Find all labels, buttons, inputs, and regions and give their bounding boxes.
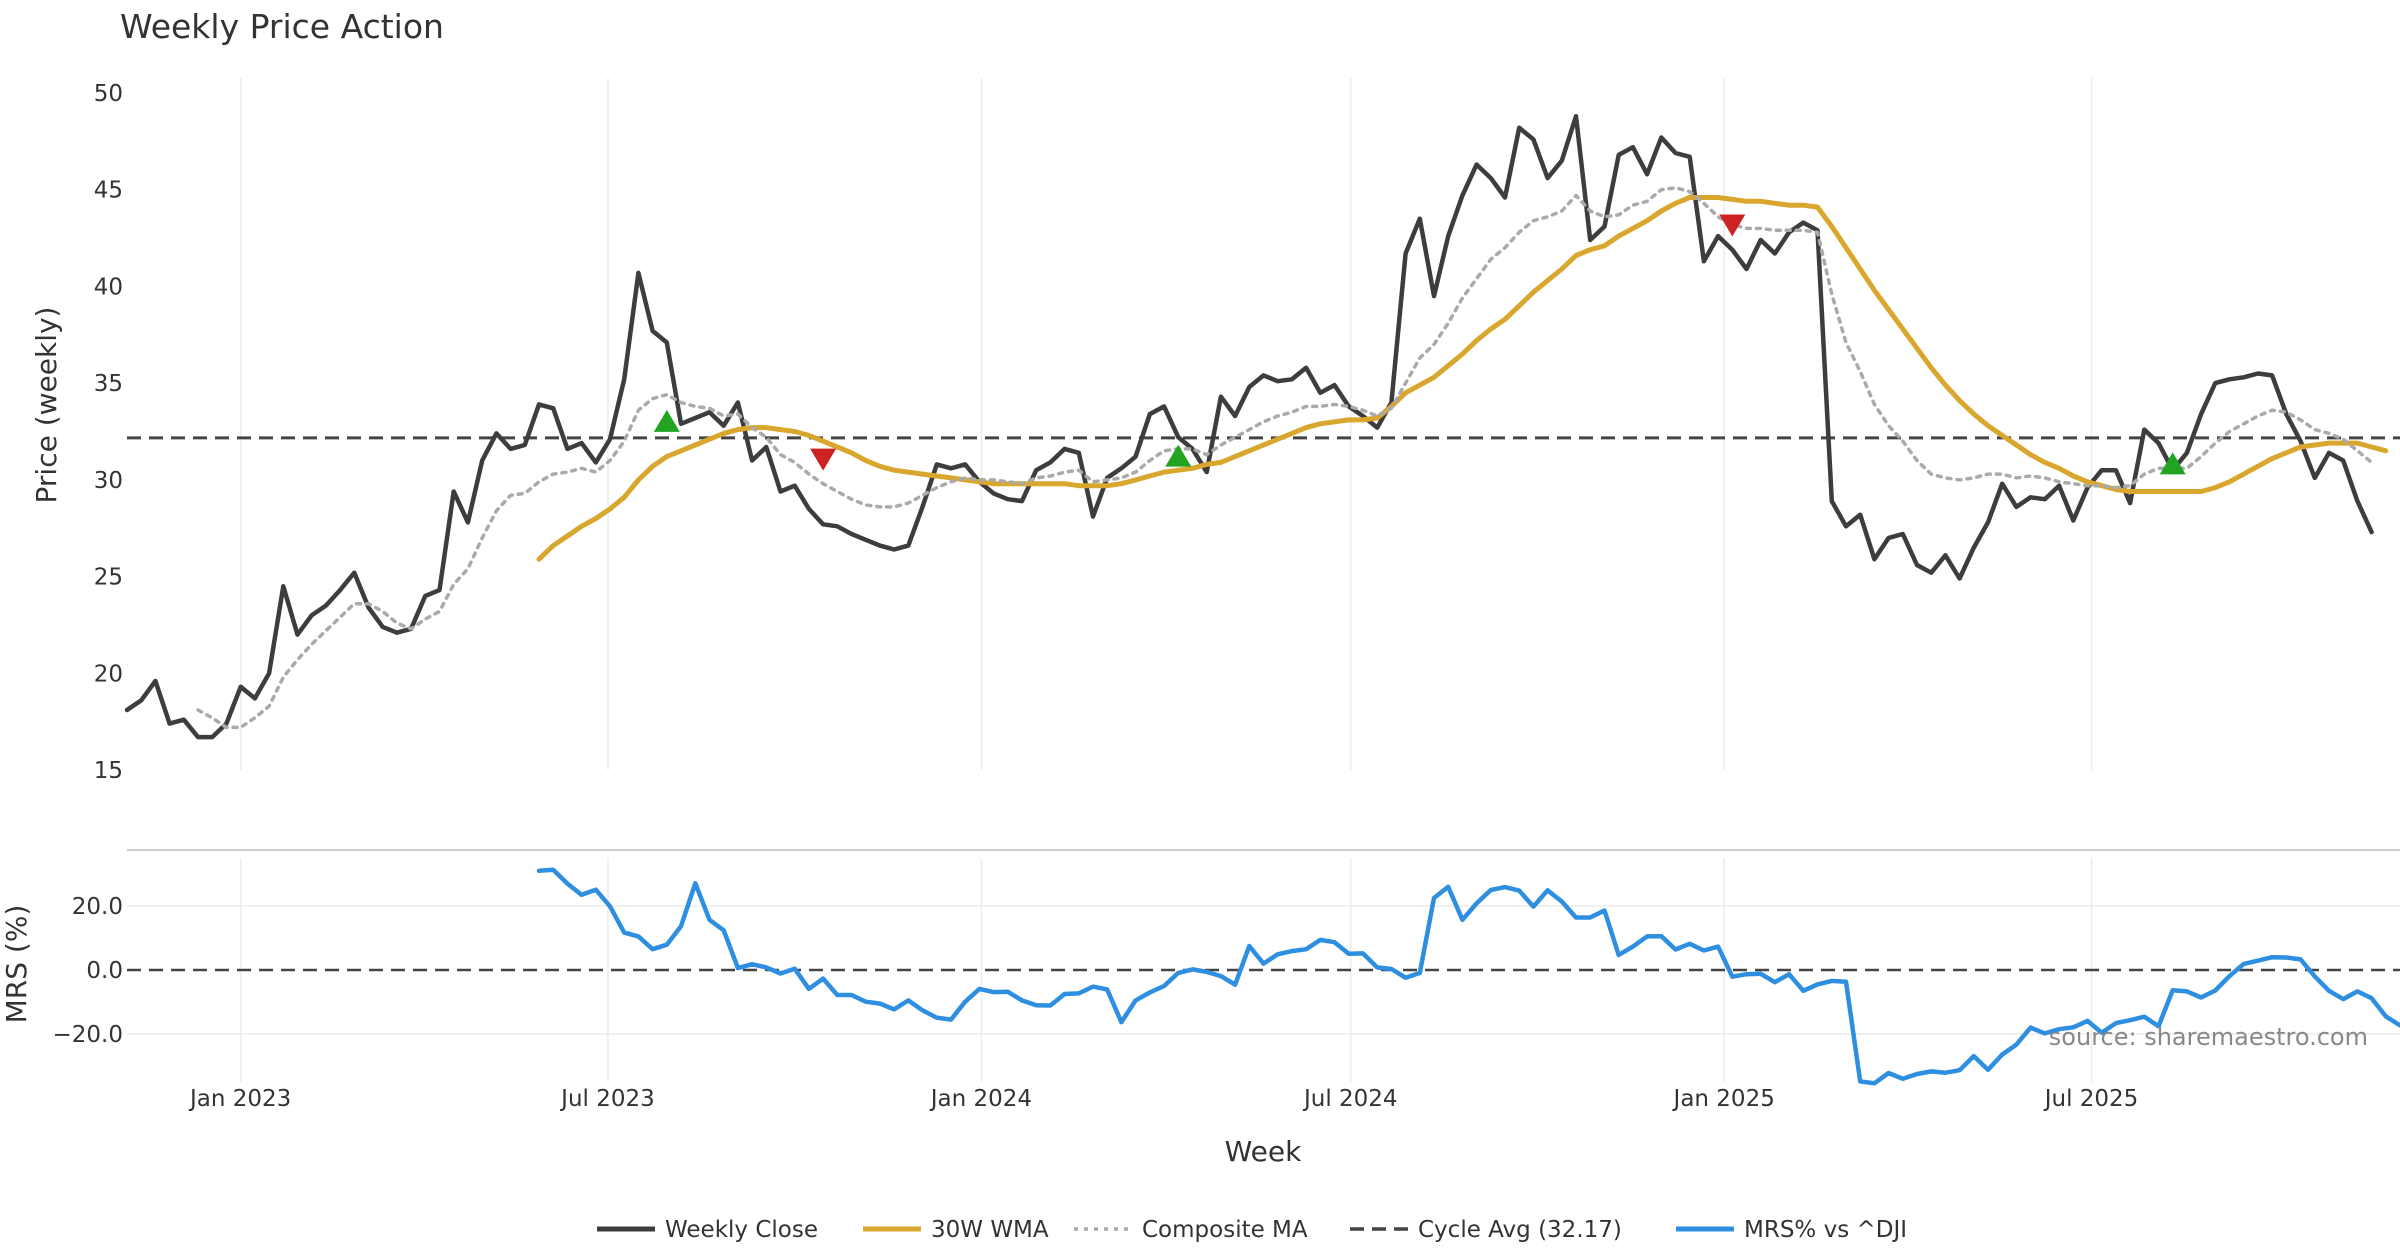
legend-label: Composite MA (1142, 1217, 1308, 1243)
buy-signal-marker (1165, 444, 1192, 467)
price-gridlines (239, 78, 2093, 770)
price-y-tick-label: 25 (94, 565, 123, 591)
price-y-ticks: 15 20 25 30 35 40 45 50 (94, 81, 123, 784)
sell-signal-marker (810, 448, 837, 471)
mrs-gridlines (127, 858, 2400, 1082)
mrs-y-ticks: 20.0 0.0 −20.0 (53, 894, 123, 1048)
source-note: source: sharemaestro.com (2049, 1023, 2368, 1051)
legend-label: Cycle Avg (32.17) (1418, 1217, 1622, 1243)
legend-label: Weekly Close (665, 1217, 818, 1243)
chart-title: Weekly Price Action (120, 7, 444, 46)
x-axis-label: Week (1225, 1135, 1302, 1168)
price-y-axis-label: Price (weekly) (30, 307, 63, 504)
price-series-group (124, 113, 2400, 740)
series-composite-ma (196, 186, 2374, 730)
legend: Weekly Close 30W WMA Composite MA Cycle Avg… (597, 1217, 1907, 1243)
x-ticks: Jan 2023 Jul 2023 Jan 2024 Jul 2024 Jan 2025… (188, 1086, 2138, 1112)
series-mrs-vs-dji (536, 867, 2400, 1086)
x-tick-label: Jul 2025 (2043, 1086, 2139, 1112)
price-y-tick-label: 40 (94, 274, 123, 300)
mrs-y-tick-label: 0.0 (86, 958, 123, 984)
x-tick-label: Jan 2024 (929, 1086, 1032, 1112)
legend-entry: Composite MA (1074, 1217, 1308, 1243)
legend-label: 30W WMA (931, 1217, 1049, 1243)
series-30w-wma (536, 195, 2389, 562)
legend-entry: Weekly Close (597, 1217, 818, 1243)
mrs-y-tick-label: −20.0 (53, 1022, 123, 1048)
price-y-tick-label: 50 (94, 81, 123, 107)
buy-signal-marker (2159, 452, 2186, 475)
mrs-y-axis-label: MRS (%) (0, 905, 33, 1024)
x-tick-label: Jan 2023 (188, 1086, 291, 1112)
x-tick-label: Jan 2025 (1672, 1086, 1775, 1112)
x-tick-label: Jul 2024 (1302, 1086, 1398, 1112)
series-weekly-close (124, 113, 2374, 740)
sell-signal-marker (1719, 214, 1746, 237)
buy-signal-marker (653, 409, 680, 432)
legend-entry: 30W WMA (863, 1217, 1049, 1243)
legend-entry: MRS% vs ^DJI (1676, 1217, 1907, 1243)
price-y-tick-label: 30 (94, 468, 123, 494)
mrs-series-group (536, 867, 2400, 1086)
price-y-tick-label: 45 (94, 178, 123, 204)
x-tick-label: Jul 2023 (559, 1086, 655, 1112)
legend-entry: Cycle Avg (32.17) (1350, 1217, 1622, 1243)
price-y-tick-label: 20 (94, 661, 123, 687)
legend-label: MRS% vs ^DJI (1744, 1217, 1907, 1243)
price-y-tick-label: 35 (94, 371, 123, 397)
mrs-y-tick-label: 20.0 (72, 894, 123, 920)
price-y-tick-label: 15 (94, 758, 123, 784)
signal-markers (653, 214, 2186, 475)
